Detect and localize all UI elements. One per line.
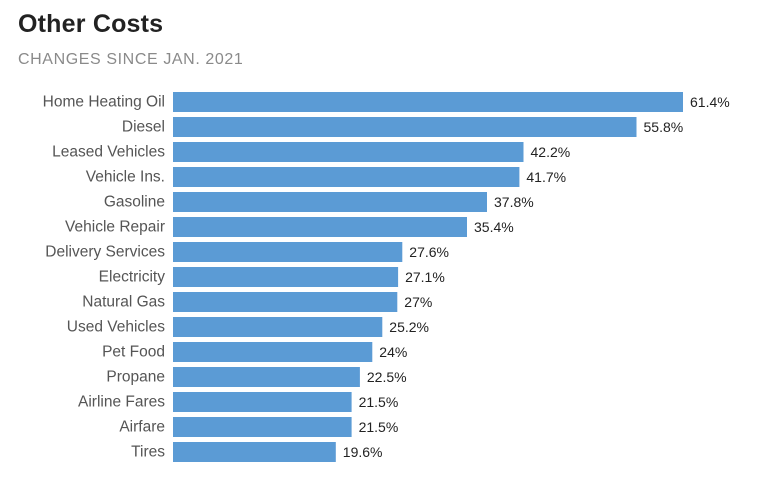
bar xyxy=(173,367,360,387)
bar xyxy=(173,217,467,237)
category-label: Vehicle Ins. xyxy=(86,169,165,186)
bar xyxy=(173,317,383,337)
value-label: 27% xyxy=(404,294,432,310)
category-label: Home Heating Oil xyxy=(43,94,165,111)
bar xyxy=(173,117,637,137)
bar xyxy=(173,167,520,187)
value-label: 21.5% xyxy=(359,394,399,410)
bar xyxy=(173,242,403,262)
value-label: 41.7% xyxy=(526,169,566,185)
bar xyxy=(173,392,352,412)
value-label: 35.4% xyxy=(474,219,514,235)
chart-title: Other Costs xyxy=(18,10,164,38)
category-label: Natural Gas xyxy=(82,294,165,311)
bar xyxy=(173,442,336,462)
category-label: Propane xyxy=(106,369,165,386)
category-label: Gasoline xyxy=(104,194,165,211)
value-label: 37.8% xyxy=(494,194,534,210)
value-label: 42.2% xyxy=(531,144,571,160)
category-label: Used Vehicles xyxy=(67,319,165,336)
value-label: 21.5% xyxy=(359,419,399,435)
category-label: Delivery Services xyxy=(45,244,165,261)
category-label: Electricity xyxy=(99,269,166,286)
category-label: Airline Fares xyxy=(78,394,165,411)
category-label: Diesel xyxy=(122,119,165,136)
chart-subtitle: CHANGES SINCE JAN. 2021 xyxy=(18,51,244,68)
value-label: 27.1% xyxy=(405,269,445,285)
value-label: 24% xyxy=(379,344,407,360)
category-label: Leased Vehicles xyxy=(52,144,165,161)
category-label: Tires xyxy=(131,444,165,461)
bar xyxy=(173,292,398,312)
value-label: 22.5% xyxy=(367,369,407,385)
bar xyxy=(173,267,399,287)
value-label: 27.6% xyxy=(409,244,449,260)
value-label: 55.8% xyxy=(644,119,684,135)
category-label: Airfare xyxy=(119,419,165,436)
bar xyxy=(173,92,683,112)
value-label: 25.2% xyxy=(389,319,429,335)
bar xyxy=(173,342,373,362)
value-label: 61.4% xyxy=(690,94,730,110)
value-label: 19.6% xyxy=(343,444,383,460)
bar xyxy=(173,142,524,162)
category-label: Vehicle Repair xyxy=(65,219,165,236)
category-label: Pet Food xyxy=(102,344,165,361)
bar xyxy=(173,192,487,212)
bar xyxy=(173,417,352,437)
